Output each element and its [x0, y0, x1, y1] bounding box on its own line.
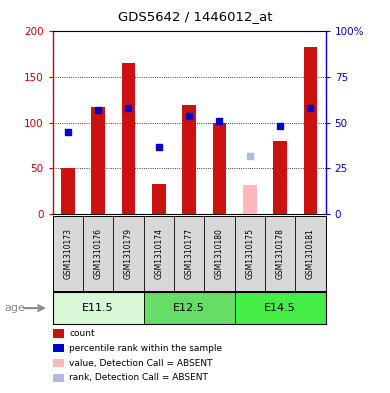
Bar — [273, 141, 287, 214]
Bar — [235, 292, 326, 324]
Text: E11.5: E11.5 — [82, 303, 114, 313]
Text: GSM1310177: GSM1310177 — [184, 228, 194, 279]
Text: rank, Detection Call = ABSENT: rank, Detection Call = ABSENT — [69, 373, 208, 382]
Bar — [152, 184, 166, 214]
Text: percentile rank within the sample: percentile rank within the sample — [69, 343, 223, 353]
Bar — [243, 185, 257, 214]
Text: GSM1310174: GSM1310174 — [154, 228, 163, 279]
Bar — [304, 47, 317, 214]
Bar — [213, 123, 226, 214]
Text: GSM1310180: GSM1310180 — [215, 228, 224, 279]
Text: E12.5: E12.5 — [173, 303, 205, 313]
Text: GSM1310179: GSM1310179 — [124, 228, 133, 279]
Bar — [61, 169, 74, 214]
Text: GSM1310181: GSM1310181 — [306, 228, 315, 279]
Text: GSM1310176: GSM1310176 — [94, 228, 103, 279]
Bar — [122, 63, 135, 214]
Bar — [144, 292, 235, 324]
Text: age: age — [4, 303, 25, 313]
Bar — [53, 292, 144, 324]
Text: GSM1310178: GSM1310178 — [276, 228, 285, 279]
Text: E14.5: E14.5 — [264, 303, 296, 313]
Text: GDS5642 / 1446012_at: GDS5642 / 1446012_at — [118, 10, 272, 23]
Text: value, Detection Call = ABSENT: value, Detection Call = ABSENT — [69, 358, 213, 367]
Text: count: count — [69, 329, 95, 338]
Bar — [91, 107, 105, 214]
Bar — [182, 105, 196, 214]
Text: GSM1310175: GSM1310175 — [245, 228, 254, 279]
Text: GSM1310173: GSM1310173 — [63, 228, 72, 279]
